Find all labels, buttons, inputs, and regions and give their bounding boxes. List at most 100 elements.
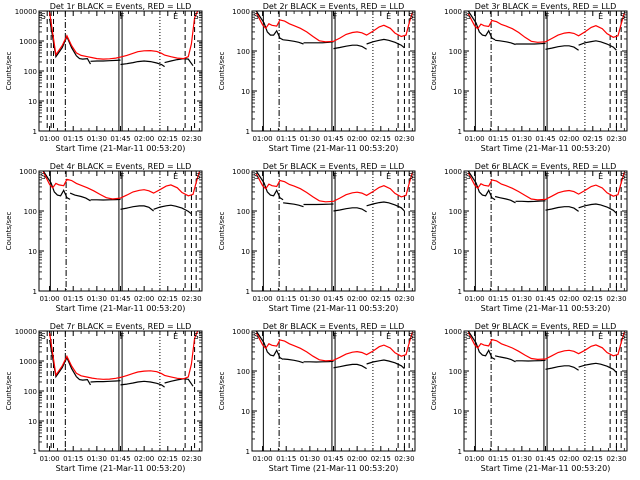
events-series-line	[495, 39, 516, 46]
y-tick-label: 1000	[232, 8, 250, 16]
y-axis-label: Counts/sec	[218, 372, 226, 411]
x-tick-label: 02:00	[134, 295, 154, 303]
marker-label: E	[598, 332, 603, 341]
x-tick-label: 01:45	[110, 295, 130, 303]
events-series-line	[366, 38, 405, 49]
events-series-line	[545, 365, 579, 371]
x-axis-label: Start Time (21-Mar-11 00:53:20)	[481, 144, 611, 153]
x-tick-label: 02:30	[394, 455, 414, 463]
marker-label: F	[120, 12, 125, 21]
x-tick-label: 01:45	[323, 295, 343, 303]
events-series-line	[303, 203, 334, 206]
y-tick-label: 10	[241, 88, 250, 96]
events-series-line	[255, 331, 284, 360]
panel-title: Det 9r BLACK = Events, RED = LLD	[475, 322, 617, 331]
x-tick-label: 01:15	[63, 295, 83, 303]
y-tick-label: 10	[241, 408, 250, 416]
y-tick-label: 1000	[444, 168, 462, 176]
marker-label: S	[408, 172, 413, 181]
plot-frame	[463, 170, 628, 292]
marker-label: S	[620, 12, 625, 21]
y-tick-label: 100	[24, 208, 37, 216]
x-tick-label: 02:00	[347, 295, 367, 303]
x-tick-label: 02:00	[134, 455, 154, 463]
events-series-line	[515, 359, 546, 362]
x-axis-label: Start Time (21-Mar-11 00:53:20)	[481, 304, 611, 313]
marker-label: S	[194, 332, 199, 341]
x-tick-label: 02:00	[559, 295, 579, 303]
x-axis-label: Start Time (21-Mar-11 00:53:20)	[269, 464, 399, 473]
y-axis-label: Counts/sec	[5, 52, 13, 91]
events-series-line	[467, 331, 496, 360]
events-series-line	[494, 355, 516, 363]
y-tick-label: 100	[449, 368, 462, 376]
y-tick-label: 10	[28, 418, 37, 426]
x-tick-label: 02:15	[158, 295, 178, 303]
det-panel-5: Det 5r BLACK = Events, RED = LLD Counts/s…	[218, 162, 416, 313]
x-tick-label: 02:15	[371, 295, 391, 303]
panel-title: Det 6r BLACK = Events, RED = LLD	[475, 162, 617, 171]
events-series-line	[90, 380, 121, 383]
x-tick-label: 01:30	[300, 455, 320, 463]
marker-label: F	[333, 172, 338, 181]
y-tick-label: 10000	[15, 328, 37, 336]
x-tick-label: 02:30	[606, 135, 626, 143]
marker-label: E	[386, 172, 391, 181]
marker-label: E	[173, 332, 178, 341]
marker-label: E	[173, 12, 178, 21]
y-tick-label: 1	[458, 128, 462, 136]
marker-label: S	[466, 172, 471, 181]
x-tick-label: 02:30	[394, 135, 414, 143]
events-series-line	[545, 206, 579, 212]
events-series-line	[303, 41, 334, 44]
det-panel-1: Det 1r BLACK = Events, RED = LLD Counts/s…	[5, 2, 203, 153]
y-tick-label: 100	[24, 68, 37, 76]
events-series-line	[366, 201, 405, 212]
panel-title: Det 5r BLACK = Events, RED = LLD	[263, 162, 405, 171]
events-series-line	[90, 59, 121, 62]
x-tick-label: 01:00	[252, 135, 272, 143]
x-tick-label: 01:15	[488, 295, 508, 303]
x-tick-label: 02:00	[347, 455, 367, 463]
x-axis-label: Start Time (21-Mar-11 00:53:20)	[56, 144, 186, 153]
y-tick-label: 1	[246, 128, 250, 136]
y-tick-label: 1000	[232, 168, 250, 176]
y-tick-label: 10	[453, 248, 462, 256]
x-tick-label: 02:15	[583, 455, 603, 463]
y-tick-label: 100	[449, 208, 462, 216]
marker-label: S	[254, 332, 259, 341]
marker-label: F	[333, 12, 338, 21]
panel-title: Det 3r BLACK = Events, RED = LLD	[475, 2, 617, 11]
marker-label: S	[41, 172, 46, 181]
events-series-line	[578, 362, 617, 373]
x-tick-label: 02:15	[583, 135, 603, 143]
events-series-line	[75, 376, 92, 386]
events-series-line	[515, 200, 546, 203]
marker-label: F	[545, 12, 550, 21]
events-series-line	[467, 171, 496, 201]
x-axis-label: Start Time (21-Mar-11 00:53:20)	[56, 464, 186, 473]
events-series-line	[578, 40, 617, 51]
x-tick-label: 01:00	[39, 455, 59, 463]
x-tick-label: 01:45	[110, 135, 130, 143]
lld-series-line	[49, 331, 199, 380]
x-tick-label: 01:15	[276, 135, 296, 143]
x-tick-label: 02:30	[181, 135, 201, 143]
x-tick-label: 02:15	[583, 295, 603, 303]
panel-title: Det 7r BLACK = Events, RED = LLD	[50, 322, 192, 331]
events-series-line	[90, 198, 121, 201]
events-series-line	[333, 363, 367, 370]
y-tick-label: 1	[33, 128, 37, 136]
events-series-line	[283, 202, 304, 208]
events-series-line	[120, 380, 165, 388]
x-axis-label: Start Time (21-Mar-11 00:53:20)	[269, 144, 399, 153]
x-tick-label: 01:45	[323, 135, 343, 143]
lld-series-line	[49, 11, 199, 60]
x-tick-label: 02:30	[181, 295, 201, 303]
marker-label: F	[545, 332, 550, 341]
events-series-line	[75, 55, 92, 65]
y-tick-label: 100	[237, 208, 250, 216]
marker-label: S	[408, 332, 413, 341]
y-axis-label: Counts/sec	[218, 212, 226, 251]
